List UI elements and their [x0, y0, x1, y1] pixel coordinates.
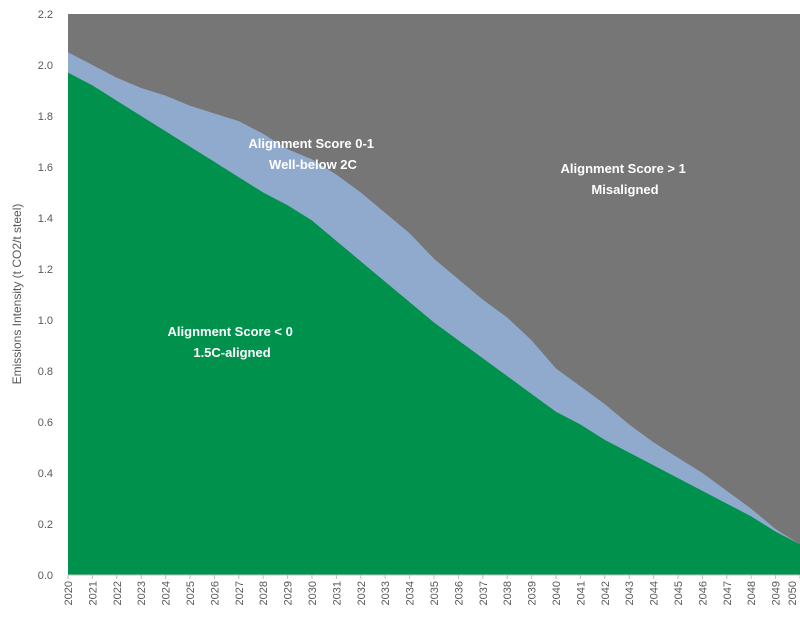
- annotation-15c-line2: 1.5C-aligned: [193, 345, 270, 360]
- x-tick-label: 2047: [722, 581, 734, 605]
- x-tick-label: 2024: [161, 581, 173, 605]
- x-tick-label: 2031: [331, 581, 343, 605]
- x-tick-label: 2035: [429, 581, 441, 605]
- y-axis-label: Emissions Intensity (t CO2/t steel): [10, 204, 24, 385]
- annotation-wb2c-line1: Alignment Score 0-1: [248, 136, 374, 151]
- y-tick-label: 1.6: [38, 162, 53, 174]
- x-tick-label: 2025: [185, 581, 197, 605]
- x-tick-label: 2045: [673, 581, 685, 605]
- x-tick-label: 2032: [356, 581, 368, 605]
- x-tick-label: 2042: [600, 581, 612, 605]
- annotation-15c: Alignment Score < 0 1.5C-aligned: [168, 324, 297, 360]
- x-tick-label: 2040: [551, 581, 563, 605]
- x-tick-label: 2041: [575, 581, 587, 605]
- x-tick-label: 2030: [307, 581, 319, 605]
- x-tick-label: 2021: [87, 581, 99, 605]
- area-1-5c-aligned: [68, 72, 800, 576]
- y-tick-label: 0.0: [38, 570, 53, 582]
- x-tick-label: 2026: [209, 581, 221, 605]
- x-tick-label: 2020: [63, 581, 75, 605]
- x-tick-label: 2043: [624, 581, 636, 605]
- y-tick-label: 1.8: [38, 111, 53, 123]
- x-tick-label: 2027: [234, 581, 246, 605]
- annotation-misaligned: Alignment Score > 1 Misaligned: [561, 161, 690, 197]
- annotation-wb2c-line2: Well-below 2C: [269, 157, 357, 172]
- x-tick-label: 2023: [136, 581, 148, 605]
- x-tick-label: 2029: [283, 581, 295, 605]
- x-tick-label: 2022: [112, 581, 124, 605]
- y-tick-label: 0.8: [38, 366, 53, 378]
- x-tick-labels: 2020 2021 2022 2023 2024 2025 2026 2027 2028 2029…: [63, 575, 800, 605]
- y-tick-label: 0.4: [38, 468, 53, 480]
- y-tick-label: 1.2: [38, 264, 53, 276]
- x-tick-label: 2044: [649, 581, 661, 605]
- y-tick-label: 0.6: [38, 417, 53, 429]
- annotation-layer: Alignment Score < 0 1.5C-aligned Alignme…: [168, 136, 690, 360]
- x-tick-label: 2038: [502, 581, 514, 605]
- axes-layer: 0.0 0.2 0.4 0.6 0.8 1.0 1.2 1.4 1.6 1.8 2.0 2.2 202…: [10, 9, 800, 605]
- y-tick-label: 2.0: [38, 60, 53, 72]
- x-tick-label: 2048: [746, 581, 758, 605]
- x-tick-label: 2050: [787, 581, 799, 605]
- y-tick-label: 1.4: [38, 213, 53, 225]
- x-tick-label: 2034: [405, 581, 417, 605]
- y-tick-label: 2.2: [38, 9, 53, 21]
- y-tick-label: 0.2: [38, 519, 53, 531]
- annotation-wb2c: Alignment Score 0-1 Well-below 2C: [248, 136, 377, 172]
- x-tick-label: 2049: [771, 581, 783, 605]
- area-layer: [68, 14, 800, 576]
- y-tick-label: 1.0: [38, 315, 53, 327]
- x-tick-label: 2033: [380, 581, 392, 605]
- x-tick-label: 2039: [527, 581, 539, 605]
- annotation-misaligned-line1: Alignment Score > 1: [561, 161, 686, 176]
- annotation-15c-line1: Alignment Score < 0: [168, 324, 293, 339]
- x-tick-label: 2036: [453, 581, 465, 605]
- x-tick-label: 2046: [697, 581, 709, 605]
- y-tick-labels: 0.0 0.2 0.4 0.6 0.8 1.0 1.2 1.4 1.6 1.8 2.0 2.2: [38, 9, 53, 582]
- annotation-misaligned-line2: Misaligned: [591, 182, 658, 197]
- x-tick-label: 2037: [478, 581, 490, 605]
- x-tick-label: 2028: [258, 581, 270, 605]
